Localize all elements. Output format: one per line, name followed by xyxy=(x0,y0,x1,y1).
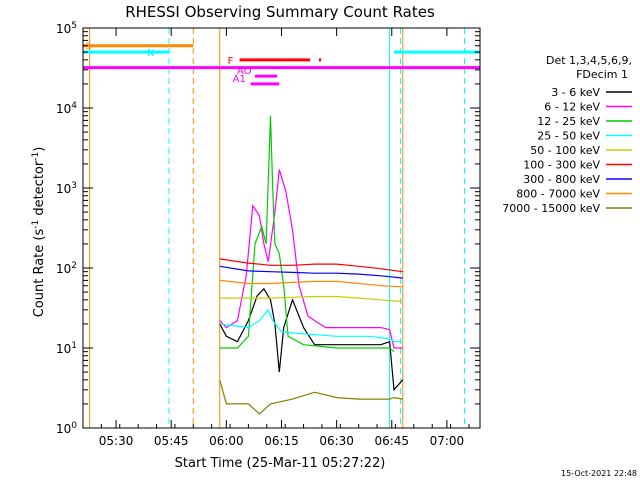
y-axis-label: Count Rate (s-1 detector-1) xyxy=(31,147,47,318)
x-tick-label-3: 06:15 xyxy=(264,434,299,448)
interval-lines xyxy=(89,28,466,428)
legend-label-7: 800 - 7000 keV xyxy=(516,188,600,201)
span-label-1: N xyxy=(147,48,154,59)
x-tick-label-6: 07:00 xyxy=(430,434,465,448)
series-line-0 xyxy=(219,287,404,392)
y-tick-label-5: 105 xyxy=(56,21,77,36)
span-label-4: F xyxy=(228,56,234,67)
span-label-6: AO xyxy=(237,66,252,77)
legend-header-2: FDecim 1 xyxy=(576,68,628,81)
legend-label-0: 3 - 6 keV xyxy=(551,86,600,99)
series-line-2 xyxy=(219,115,395,353)
chart-title: RHESSI Observing Summary Count Rates xyxy=(125,3,435,21)
x-tick-label-5: 06:45 xyxy=(374,434,409,448)
legend-header-1: Det 1,3,4,5,6,9, xyxy=(546,54,632,67)
series-line-8 xyxy=(219,379,403,415)
legend-label-1: 6 - 12 keV xyxy=(544,101,600,114)
span-label-7: A1 xyxy=(233,74,246,85)
legend: Det 1,3,4,5,6,9, FDecim 1 3 - 6 keV 6 - 1… xyxy=(502,54,632,215)
legend-label-4: 50 - 100 keV xyxy=(530,144,600,157)
series-lines xyxy=(219,115,404,415)
axis-ticks: 05:30 05:45 06:00 06:15 06:30 06:45 07:00 100 10… xyxy=(56,21,480,448)
series-line-4 xyxy=(219,295,403,303)
series-line-1 xyxy=(219,169,403,349)
x-tick-label-4: 06:30 xyxy=(319,434,354,448)
y-tick-label-0: 100 xyxy=(56,421,77,436)
series-line-6 xyxy=(219,265,403,279)
y-tick-label-3: 103 xyxy=(56,181,77,196)
x-tick-label-2: 06:00 xyxy=(209,434,244,448)
legend-label-2: 12 - 25 keV xyxy=(537,115,600,128)
span-label-0: S xyxy=(85,42,91,53)
x-tick-label-0: 05:30 xyxy=(99,434,134,448)
y-tick-label-2: 102 xyxy=(56,261,77,276)
legend-label-3: 25 - 50 keV xyxy=(537,130,600,143)
timestamp-label: 15-Oct-2021 22:48 xyxy=(561,469,637,478)
x-axis-label: Start Time (25-Mar-11 05:27:22) xyxy=(175,456,386,471)
series-line-3 xyxy=(219,308,403,343)
legend-label-5: 100 - 300 keV xyxy=(523,159,600,172)
series-line-7 xyxy=(219,279,403,288)
series-line-5 xyxy=(219,258,403,273)
y-tick-label-1: 101 xyxy=(56,341,77,356)
legend-label-8: 7000 - 15000 keV xyxy=(502,202,600,215)
y-tick-label-4: 104 xyxy=(56,101,77,116)
x-tick-label-1: 05:45 xyxy=(154,434,189,448)
legend-label-6: 300 - 800 keV xyxy=(523,173,600,186)
plot-frame xyxy=(82,27,481,429)
